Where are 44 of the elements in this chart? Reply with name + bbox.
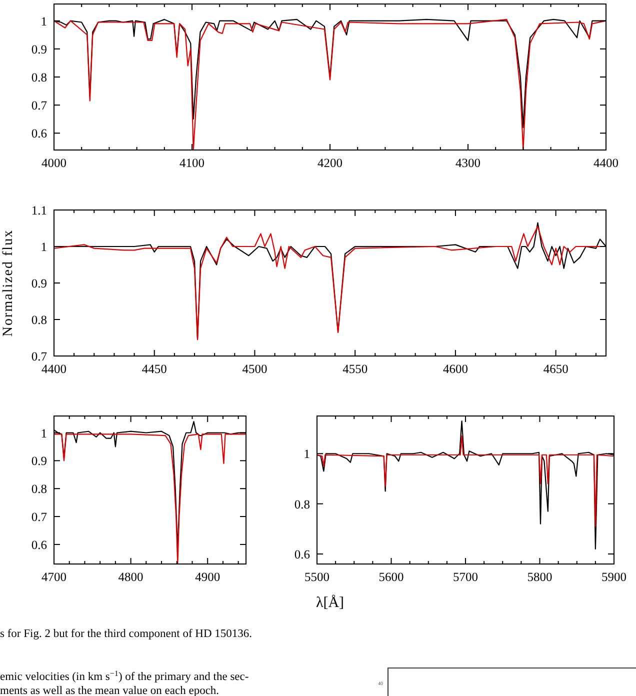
line-series (54, 434, 246, 564)
y-tick-label: 0.9 (31, 454, 47, 468)
y-tick-label: 0.6 (294, 547, 310, 562)
x-axis-title: λ[Å] (316, 594, 344, 611)
y-tick-label: 0.7 (31, 510, 47, 524)
y-tick-label: 1 (40, 240, 47, 254)
y-tick-label: 0.9 (31, 276, 47, 290)
x-tick-label: 4900 (195, 570, 220, 584)
y-tick-label: 1 (40, 14, 47, 28)
line-series (54, 18, 606, 150)
text: emic velocities (in km s$^{−1}$) of the primary and the sec- (0, 668, 249, 683)
y-tick-label: 1.1 (31, 204, 47, 218)
x-tick-label: 5600 (378, 570, 404, 584)
x-tick-label: 5800 (527, 570, 552, 584)
x-tick-label: 4550 (342, 362, 368, 376)
y-tick-label: 1 (40, 426, 47, 440)
y-tick-label: 0.6 (31, 126, 47, 141)
x-tick-label: 4400 (594, 156, 618, 170)
x-tick-label: 4300 (456, 156, 480, 170)
y-tick-label: 0.8 (31, 70, 47, 84)
y-tick-label: 0.7 (31, 98, 47, 113)
x-tick-label: 4200 (318, 156, 342, 170)
y-axis-title: Normalized flux (1, 229, 16, 337)
y-tick-label: 0.7 (31, 350, 47, 364)
x-tick-label: 4600 (442, 362, 468, 376)
line-series (317, 436, 614, 527)
y-tick-label: 0.8 (31, 482, 47, 496)
text: s for Fig. 2 but for the third component of HD 150136. (0, 628, 252, 640)
x-tick-label: 4650 (543, 362, 568, 376)
x-tick-label: 5700 (453, 570, 478, 584)
x-tick-label: 4000 (42, 156, 66, 170)
y-tick-label: 0.8 (31, 313, 47, 327)
x-tick-label: 4100 (180, 156, 204, 170)
y-tick-label: 0.9 (31, 42, 47, 56)
x-tick-label: 5500 (304, 570, 330, 584)
x-tick-label: 4500 (242, 362, 268, 376)
y-tick-label: 1 (304, 447, 310, 462)
x-tick-label: 5900 (602, 570, 626, 584)
x-tick-label: 4450 (142, 362, 167, 376)
x-tick-label: 4700 (42, 570, 66, 584)
x-tick-label: 4800 (118, 570, 144, 584)
y-tick-label: 0.6 (31, 538, 47, 552)
y-tick-label: 0.8 (294, 497, 310, 512)
x-tick-label: 4400 (42, 362, 66, 376)
